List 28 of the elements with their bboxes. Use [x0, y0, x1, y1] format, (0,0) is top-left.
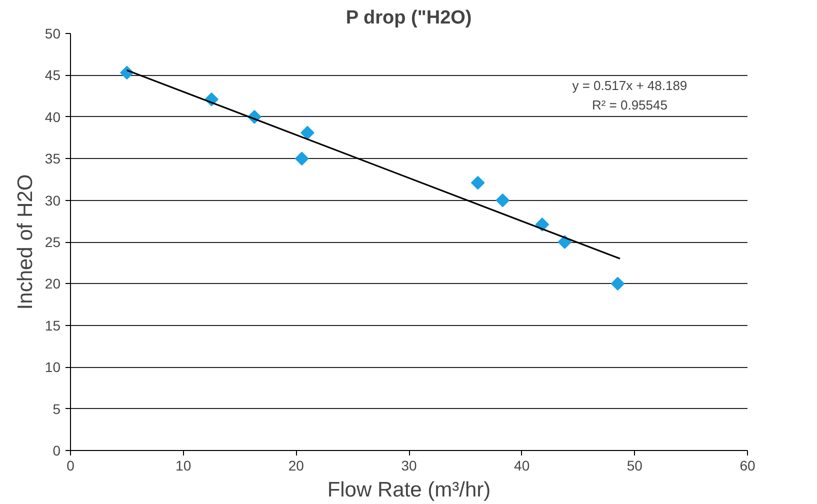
- y-tick-label: 15: [44, 317, 61, 334]
- point: [294, 152, 309, 166]
- y-tick-label: 25: [44, 234, 61, 250]
- x-tick-label: 40: [514, 458, 530, 474]
- point: [496, 193, 510, 208]
- y-tick-label: 40: [44, 108, 61, 125]
- x-tick-label: 50: [626, 458, 643, 474]
- y-tick-label: 45: [44, 67, 61, 84]
- chart-title: P drop ("H2O): [346, 8, 472, 28]
- point: [610, 276, 625, 291]
- x-tick-label: 20: [288, 458, 304, 474]
- point: [470, 176, 485, 190]
- annotation: y = 0.517x + 48.189: [572, 78, 688, 94]
- y-tick-label: 50: [44, 26, 61, 42]
- x-tick-label: 0: [66, 458, 75, 474]
- y-tick-label: 30: [44, 192, 61, 208]
- point: [300, 126, 314, 140]
- x-tick-label: 10: [176, 458, 192, 474]
- x-axis-title: Flow Rate (m³/hr): [327, 478, 491, 502]
- x-tick-label: 60: [740, 458, 756, 474]
- x-tick-label: 30: [401, 458, 417, 474]
- y-tick-label: 10: [44, 359, 61, 376]
- y-tick-label: 5: [52, 400, 61, 417]
- y-tick-label: 0: [52, 442, 61, 458]
- y-axis-title: Inched of H2O: [14, 174, 37, 310]
- y-tick-label: 20: [44, 276, 61, 292]
- annotation: R² = 0.95545: [592, 97, 668, 112]
- y-tick-label: 35: [44, 150, 61, 167]
